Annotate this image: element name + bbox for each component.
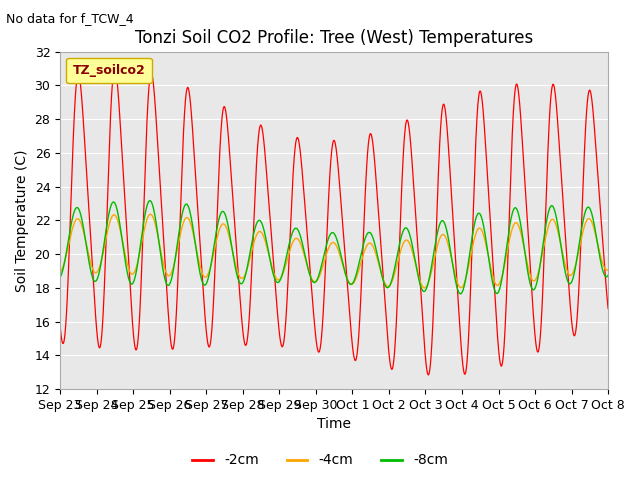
Y-axis label: Soil Temperature (C): Soil Temperature (C) (15, 149, 29, 292)
Text: No data for f_TCW_4: No data for f_TCW_4 (6, 12, 134, 25)
Legend: -2cm, -4cm, -8cm: -2cm, -4cm, -8cm (187, 448, 453, 473)
Legend:  (67, 58, 152, 84)
Title: Tonzi Soil CO2 Profile: Tree (West) Temperatures: Tonzi Soil CO2 Profile: Tree (West) Temp… (135, 29, 533, 48)
X-axis label: Time: Time (317, 418, 351, 432)
